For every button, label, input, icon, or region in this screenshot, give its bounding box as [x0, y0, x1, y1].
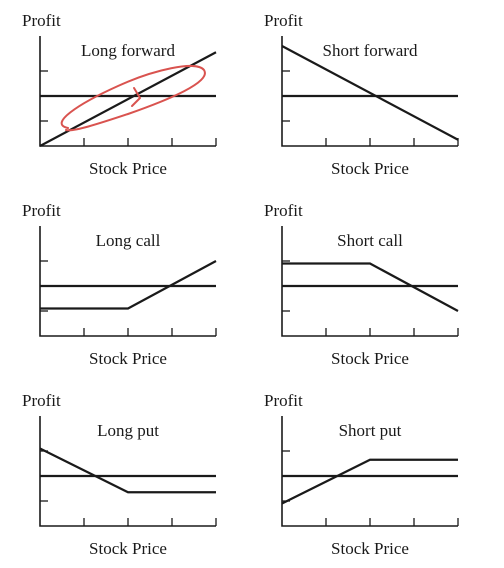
- chart-panel: Profit Long call Stock Price: [22, 201, 217, 368]
- chart-title: Long forward: [81, 41, 175, 60]
- chart-panel: Profit Short put Stock Price: [264, 391, 459, 558]
- chart-title: Short call: [337, 231, 403, 250]
- axes: [39, 416, 216, 527]
- chart-panel: Profit Long forward Stock Price: [22, 11, 217, 178]
- y-axis-label: Profit: [22, 11, 61, 30]
- chart-panel: Profit Short forward Stock Price: [264, 11, 459, 178]
- payoff-line: [40, 260, 217, 310]
- x-axis-label: Stock Price: [331, 159, 409, 178]
- handwritten-circle-mark: [60, 65, 206, 132]
- y-axis-label: Profit: [264, 391, 303, 410]
- payoff-line: [282, 262, 459, 312]
- chart-title: Short forward: [323, 41, 418, 60]
- x-axis-label: Stock Price: [331, 539, 409, 558]
- payoff-line: [39, 447, 216, 494]
- axes: [39, 226, 216, 337]
- handwritten-tick-mark: [131, 87, 141, 107]
- axes: [281, 416, 458, 527]
- y-axis-label: Profit: [22, 391, 61, 410]
- y-axis-label: Profit: [22, 201, 61, 220]
- x-axis-label: Stock Price: [89, 159, 167, 178]
- x-axis-label: Stock Price: [89, 349, 167, 368]
- payoff-line: [281, 458, 458, 505]
- payoff-line: [281, 45, 459, 141]
- chart-title: Long call: [96, 231, 161, 250]
- axes: [281, 36, 458, 147]
- chart-title: Short put: [339, 421, 402, 440]
- y-axis-label: Profit: [264, 11, 303, 30]
- chart-title: Long put: [97, 421, 159, 440]
- chart-panel: Profit Short call Stock Price: [264, 201, 459, 368]
- y-axis-label: Profit: [264, 201, 303, 220]
- x-axis-label: Stock Price: [89, 539, 167, 558]
- x-axis-label: Stock Price: [331, 349, 409, 368]
- chart-panel: Profit Long put Stock Price: [22, 391, 217, 558]
